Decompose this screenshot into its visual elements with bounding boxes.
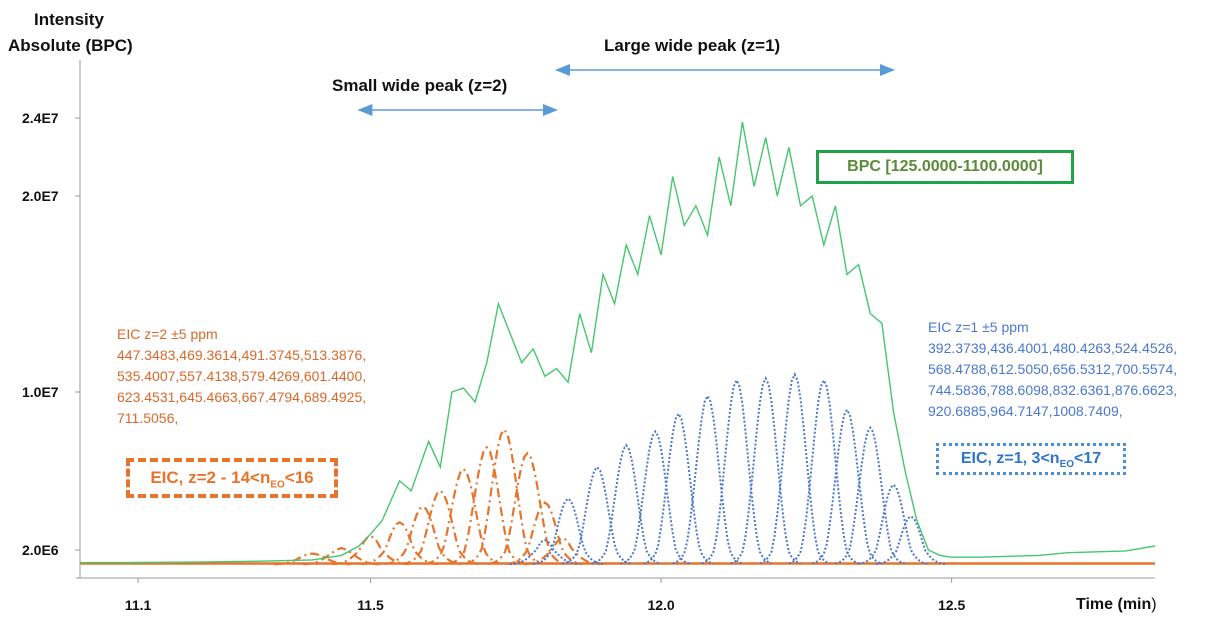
x-tick-label: 11.1 (125, 597, 152, 613)
eic-z1-peak (672, 393, 743, 565)
eic-z2-masses-line1: 447.3483,469.3614,491.3745,513.3876, (117, 347, 367, 363)
eic-z1-masses-line4: 920.6885,964.7147,1008.7409, (928, 403, 1123, 419)
bpc-legend-box: BPC [125.0000-1100.0000] (816, 150, 1074, 184)
eic-z1-peak (591, 443, 662, 565)
eic-z1-legend-suffix: <17 (1074, 450, 1102, 467)
eic-z1-title: EIC z=1 ±5 ppm (928, 319, 1029, 335)
eic-z1-masses-line3: 744.5836,788.6098,832.6361,876.6623, (928, 382, 1178, 398)
y-tick-label: 2.0E6 (22, 542, 59, 558)
eic-z1-peak (788, 377, 859, 565)
x-axis-title-text: Time (min (1076, 596, 1152, 613)
eic-z2-peak (488, 451, 567, 565)
x-axis-title-paren: ) (1151, 596, 1157, 613)
eic-z2-peak (332, 534, 410, 566)
y-axis-title-line1: Intensity (34, 10, 104, 29)
large-peak-label: Large wide peak (z=1) (604, 36, 781, 55)
eic-z1-legend-sub: EO (1059, 459, 1075, 471)
eic-z2-legend-box: EIC, z=2 - 14<nEO<16 (126, 458, 338, 498)
eic-z1-peak (562, 465, 633, 565)
eic-z1-peak (875, 515, 946, 566)
x-tick-label: 12.0 (647, 597, 674, 613)
eic-z2-peak (448, 445, 526, 565)
eic-z1-masses-line1: 392.3739,436.4001,480.4263,524.4526, (928, 340, 1178, 356)
eic-z2-title: EIC z=2 ±5 ppm (117, 326, 218, 342)
eic-z2-peak (424, 467, 503, 565)
eic-z2-peak (465, 427, 543, 565)
y-axis-title-line2: Absolute (BPC) (8, 36, 133, 55)
eic-z1-peak (811, 407, 883, 565)
eic-z2-peak (384, 505, 462, 566)
small-peak-label: Small wide peak (z=2) (332, 76, 508, 95)
eic-z1-peak (620, 429, 691, 565)
eic-z2-peak (506, 501, 584, 566)
x-axis-title: Time (min) (1076, 596, 1157, 614)
eic-z1-peak (858, 483, 929, 565)
bpc-series-line (79, 121, 1156, 564)
eic-z2-masses-line3: 623.4531,645.4663,667.4794,689.4925, (117, 389, 367, 405)
x-tick-label: 12.5 (938, 597, 965, 613)
eic-z1-peak (759, 372, 830, 565)
eic-z2-legend-prefix: EIC, z=2 - 14<n (150, 468, 271, 487)
eic-z1-peak (730, 375, 801, 565)
eic-z1-legend-prefix: EIC, z=1, 3<n (960, 450, 1060, 467)
y-tick-label: 2.4E7 (22, 110, 59, 126)
eic-z1-peak (533, 497, 604, 565)
y-tick-label: 1.0E7 (22, 384, 59, 400)
eic-z2-peak (401, 489, 479, 565)
eic-z2-text: EIC z=2 ±5 ppm 447.3483,469.3614,491.374… (117, 324, 366, 429)
eic-z1-masses-line2: 568.4788,612.5050,656.5312,700.5574, (928, 361, 1178, 377)
eic-z1-legend-box: EIC, z=1, 3<nEO<17 (936, 443, 1126, 475)
eic-z1-peak (643, 411, 714, 565)
x-tick-label: 11.5 (357, 597, 384, 613)
y-tick-label: 2.0E7 (22, 188, 59, 204)
eic-z2-peak (361, 521, 439, 566)
eic-z1-text: EIC z=1 ±5 ppm 392.3739,436.4001,480.426… (928, 317, 1177, 422)
eic-z2-legend-sub: EO (270, 479, 285, 491)
eic-z1-peak (835, 425, 906, 565)
eic-z2-legend-suffix: <16 (284, 468, 314, 487)
eic-z1-peak (509, 539, 580, 566)
eic-z1-peak (701, 377, 772, 565)
eic-z2-masses-line2: 535.4007,557.4138,579.4269,601.4400, (117, 368, 367, 384)
eic-z2-masses-line4: 711.5056, (117, 410, 179, 426)
eic-z2-peak (523, 536, 601, 566)
eic-z2-peak (274, 552, 351, 566)
